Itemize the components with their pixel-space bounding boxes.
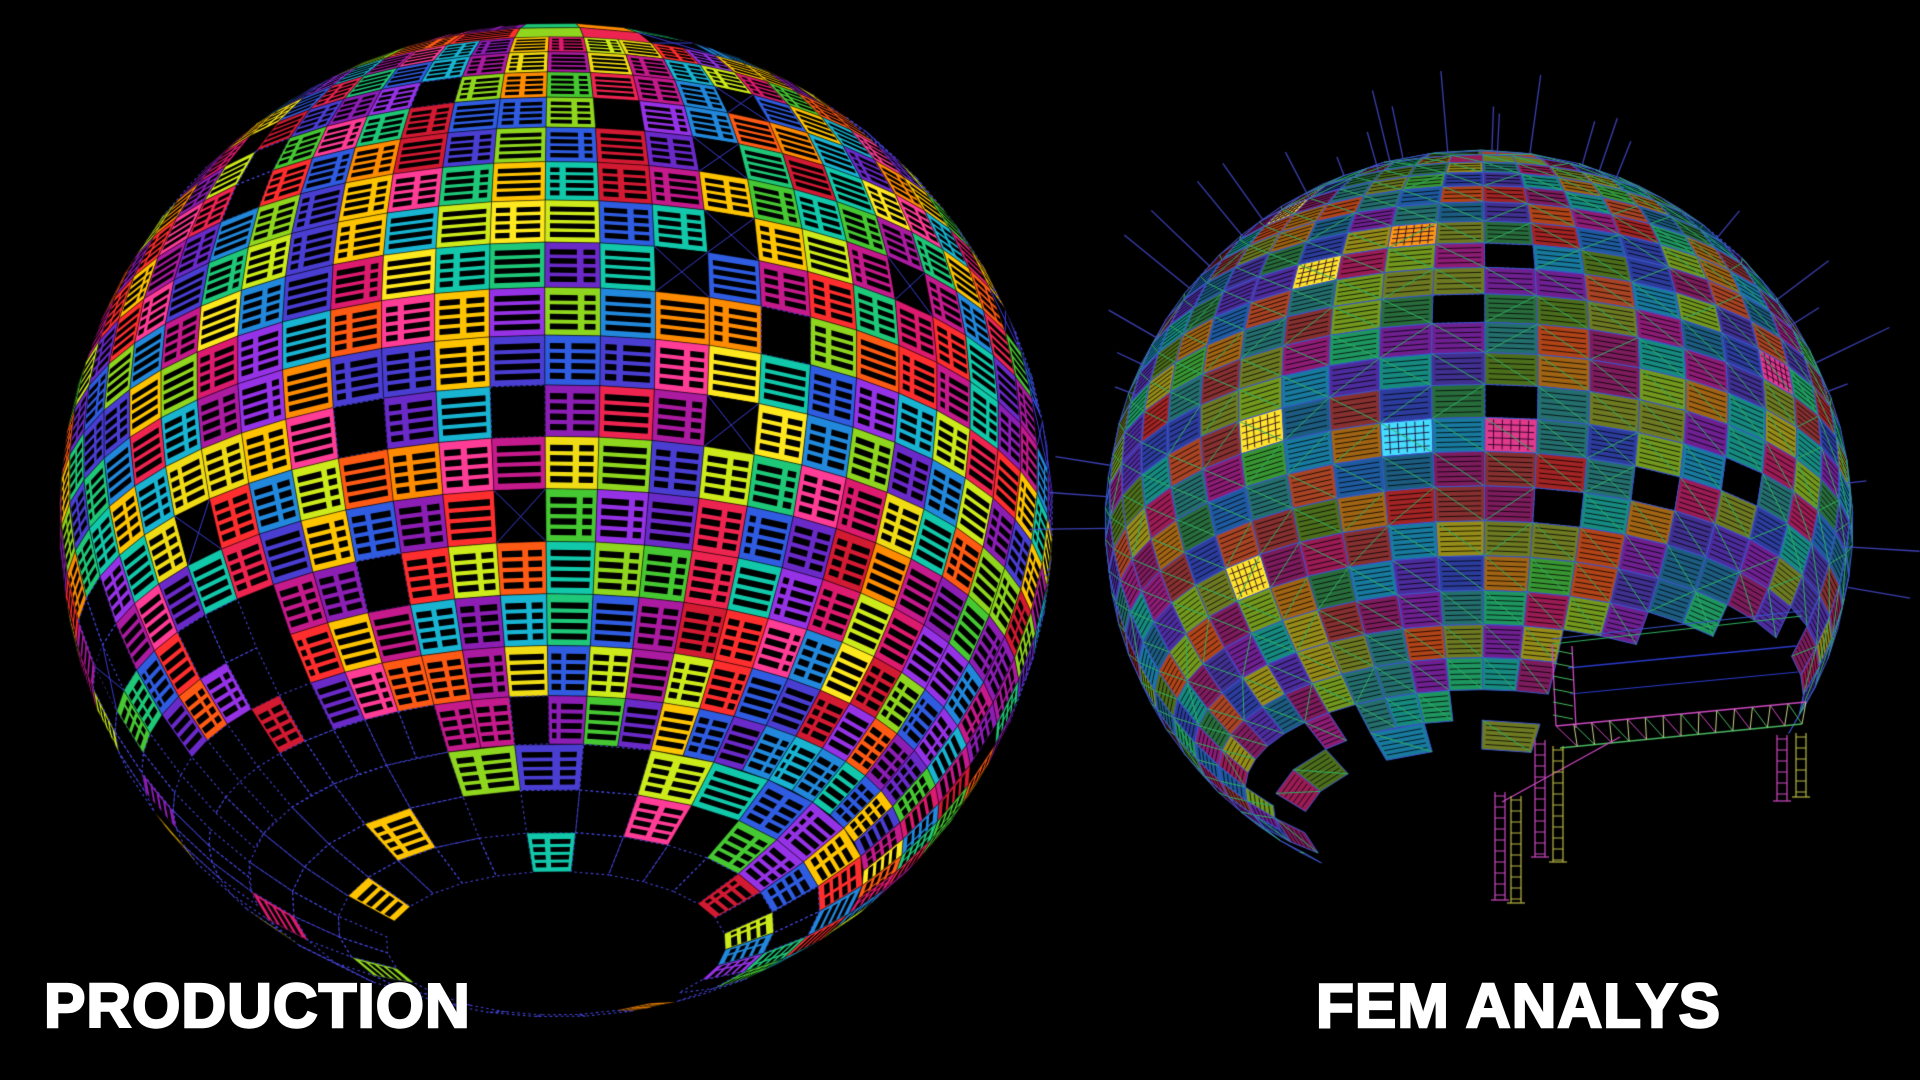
- label-production: PRODUCTION: [43, 972, 471, 1041]
- label-fem-analys: FEM ANALYS: [1315, 972, 1722, 1041]
